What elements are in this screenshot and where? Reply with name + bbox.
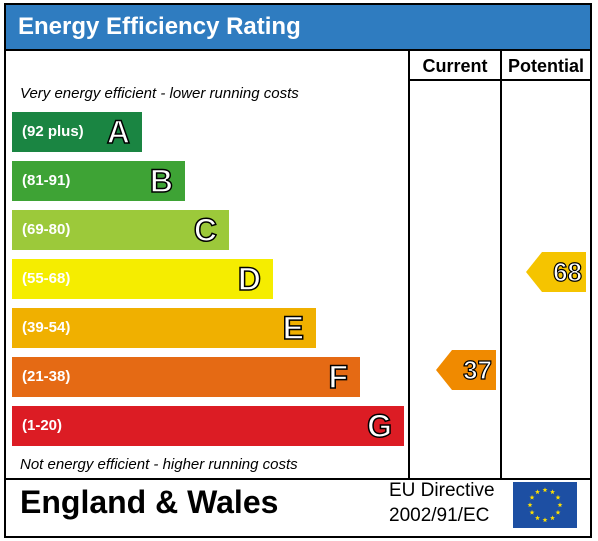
band-letter-g: G	[366, 407, 392, 445]
band-letter-d: D	[237, 260, 262, 298]
chart-title: Energy Efficiency Rating	[6, 5, 590, 49]
band-range-a: (92 plus)	[22, 123, 84, 140]
top-note: Very energy efficient - lower running co…	[20, 85, 299, 102]
band-range-e: (39-54)	[22, 319, 71, 336]
current-column-header: Current	[422, 56, 488, 76]
band-f: (21-38) F	[12, 357, 360, 397]
band-letter-b: B	[149, 162, 174, 200]
current-rating-value: 37	[462, 354, 492, 385]
eu-flag-icon	[513, 482, 577, 528]
band-b: (81-91) B	[12, 161, 185, 201]
current-column-divider	[408, 49, 410, 478]
potential-rating-value: 68	[552, 256, 582, 287]
band-range-c: (69-80)	[22, 221, 71, 238]
directive-line-2: 2002/91/EC	[389, 505, 490, 526]
band-letter-e: E	[282, 309, 305, 347]
band-range-g: (1-20)	[22, 417, 63, 434]
band-letter-f: F	[328, 358, 349, 396]
potential-column-divider	[500, 49, 502, 478]
current-rating-arrow: 37	[436, 350, 496, 390]
header-divider	[6, 49, 590, 51]
footer-divider	[6, 478, 590, 480]
band-range-f: (21-38)	[22, 368, 71, 385]
band-e: (39-54) E	[12, 308, 316, 348]
potential-column-header: Potential	[507, 56, 584, 76]
column-header-divider	[408, 79, 590, 81]
potential-rating-arrow: 68	[526, 252, 586, 292]
directive-line-1: EU Directive	[389, 480, 495, 501]
band-letter-a: A	[106, 113, 131, 151]
band-d: (55-68) D	[12, 259, 273, 299]
band-a: (92 plus) A	[12, 112, 142, 152]
footer-country: England & Wales	[20, 484, 279, 520]
footer-directive: EU Directive 2002/91/EC	[389, 478, 495, 528]
bottom-note: Not energy efficient - higher running co…	[20, 456, 298, 473]
epc-frame: Energy Efficiency Rating Current Potenti…	[4, 3, 592, 538]
band-c: (69-80) C	[12, 210, 229, 250]
band-range-b: (81-91)	[22, 172, 71, 189]
band-range-d: (55-68)	[22, 270, 71, 287]
band-g: (1-20) G	[12, 406, 404, 446]
band-letter-c: C	[193, 211, 218, 249]
